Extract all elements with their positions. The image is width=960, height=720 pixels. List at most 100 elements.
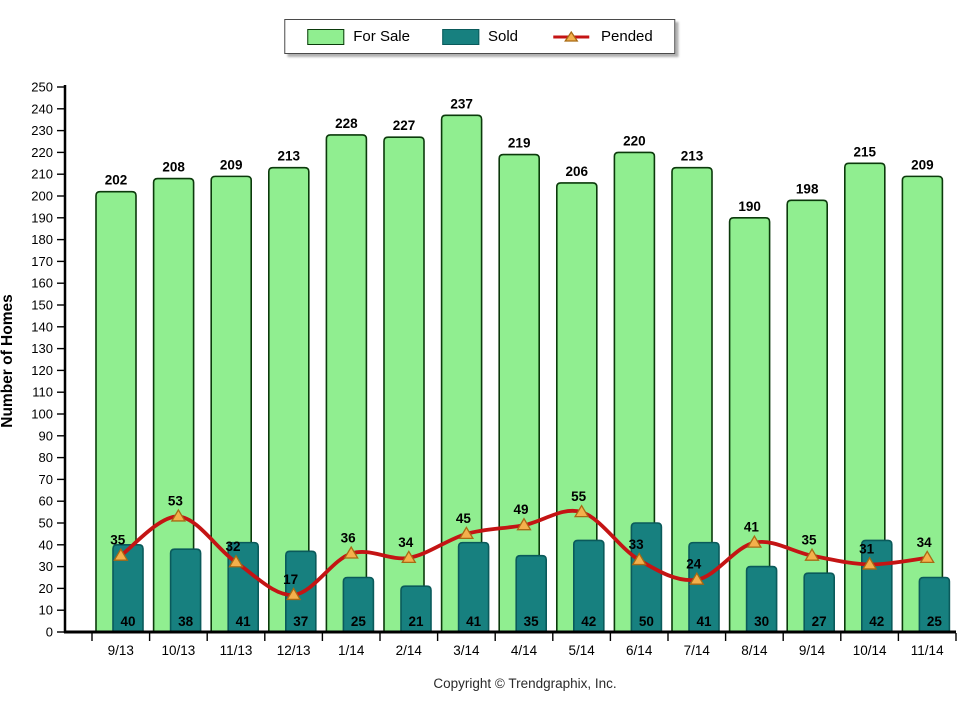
for-sale-bar (844, 162, 886, 633)
y-tick-label: 220 (31, 145, 53, 160)
y-tick-label: 40 (39, 537, 53, 552)
sold-bar (803, 572, 835, 633)
y-tick-label: 80 (39, 450, 53, 465)
y-tick-label: 90 (39, 428, 53, 443)
x-tick-label: 12/13 (277, 643, 311, 658)
sold-value-label: 50 (639, 614, 654, 629)
pended-value-label: 34 (398, 535, 414, 550)
legend-label-for-sale: For Sale (353, 28, 410, 45)
y-tick-label: 130 (31, 341, 53, 356)
x-tick-label: 4/14 (511, 643, 538, 658)
y-tick-label: 160 (31, 276, 53, 291)
sold-value-label: 41 (696, 614, 712, 629)
y-tick-label: 150 (31, 298, 53, 313)
for-sale-bar (440, 114, 483, 633)
sold-value-label: 40 (120, 614, 135, 629)
for-sale-bar (210, 175, 252, 633)
x-tick-label: 5/14 (568, 643, 595, 658)
legend-item-pended: Pended (550, 28, 653, 45)
y-tick-label: 20 (39, 581, 53, 596)
x-tick-label: 10/13 (162, 643, 196, 658)
x-tick-label: 9/13 (108, 643, 134, 658)
sold-value-label: 27 (812, 614, 827, 629)
triangle-marker-icon (631, 552, 647, 566)
sold-value-label: 38 (178, 614, 194, 629)
sold-bar (918, 576, 951, 633)
y-tick-label: 240 (31, 101, 53, 116)
for-sale-bar (556, 182, 598, 633)
sold-value-label: 30 (754, 614, 769, 629)
x-tick-label: 11/14 (911, 643, 944, 658)
legend-item-sold: Sold (441, 28, 518, 45)
pended-value-label: 53 (168, 493, 184, 508)
sold-bar (169, 548, 202, 633)
x-tick-label: 11/13 (220, 643, 253, 658)
triangle-marker-icon (861, 556, 878, 570)
for-sale-bar (671, 166, 713, 633)
for-sale-bar (613, 151, 656, 633)
y-tick-label: 170 (31, 254, 53, 269)
for-sale-bar (325, 134, 368, 633)
pended-value-label: 49 (513, 502, 528, 517)
sold-bar (573, 539, 605, 633)
x-tick-label: 3/14 (453, 643, 480, 658)
y-tick-label: 100 (31, 407, 53, 422)
for-sale-value-label: 190 (738, 199, 761, 214)
for-sale-value-label: 209 (220, 157, 243, 172)
for-sale-bar (901, 175, 944, 633)
pended-value-label: 32 (225, 539, 240, 554)
y-axis-title: Number of Homes (0, 294, 16, 428)
y-tick-label: 200 (31, 189, 53, 204)
copyright-text: Copyright © Trendgraphix, Inc. (433, 676, 617, 691)
sold-value-label: 42 (869, 614, 884, 629)
pended-value-label: 31 (859, 541, 875, 556)
pended-value-label: 24 (686, 557, 702, 572)
legend-item-for-sale: For Sale (307, 28, 410, 45)
for-sale-bar (383, 136, 425, 633)
for-sale-value-label: 228 (335, 116, 358, 131)
pended-value-label: 36 (341, 531, 357, 546)
for-sale-value-label: 227 (393, 118, 416, 133)
pended-value-label: 17 (283, 572, 298, 587)
sold-value-label: 37 (293, 614, 308, 629)
for-sale-bar (728, 217, 771, 633)
for-sale-bar (786, 199, 828, 633)
triangle-marker-icon (343, 545, 359, 559)
sold-value-label: 42 (581, 614, 596, 629)
for-sale-value-label: 215 (854, 144, 877, 159)
y-tick-label: 0 (46, 625, 53, 640)
triangle-marker-icon (113, 547, 129, 561)
x-tick-label: 9/14 (799, 643, 826, 658)
y-tick-label: 110 (32, 385, 53, 400)
triangle-marker-icon (689, 571, 705, 585)
pended-value-label: 34 (917, 535, 933, 550)
for-sale-value-label: 213 (278, 149, 301, 164)
for-sale-bar (498, 153, 540, 633)
for-sale-value-label: 202 (105, 173, 128, 188)
pended-value-label: 33 (629, 537, 645, 552)
for-sale-value-label: 220 (623, 133, 646, 148)
triangle-marker-icon (746, 534, 763, 548)
for-sale-swatch-icon (307, 28, 345, 45)
y-tick-label: 210 (31, 167, 53, 182)
x-tick-label: 2/14 (396, 643, 423, 658)
for-sale-value-label: 237 (450, 96, 473, 111)
legend-label-pended: Pended (601, 28, 653, 45)
sold-swatch-icon (441, 28, 479, 45)
triangle-marker-icon (458, 526, 475, 540)
y-tick-label: 60 (39, 494, 53, 509)
pended-value-label: 41 (744, 520, 760, 535)
y-tick-label: 140 (31, 319, 53, 334)
triangle-marker-icon (804, 547, 820, 561)
y-tick-label: 30 (39, 559, 53, 574)
pended-value-label: 35 (110, 533, 126, 548)
pended-value-label: 45 (456, 511, 472, 526)
sold-bar (457, 541, 490, 633)
sold-bar (400, 585, 432, 633)
y-tick-label: 180 (31, 232, 53, 247)
y-tick-label: 230 (31, 123, 53, 138)
pended-value-label: 55 (571, 489, 587, 504)
y-tick-label: 50 (39, 516, 53, 531)
